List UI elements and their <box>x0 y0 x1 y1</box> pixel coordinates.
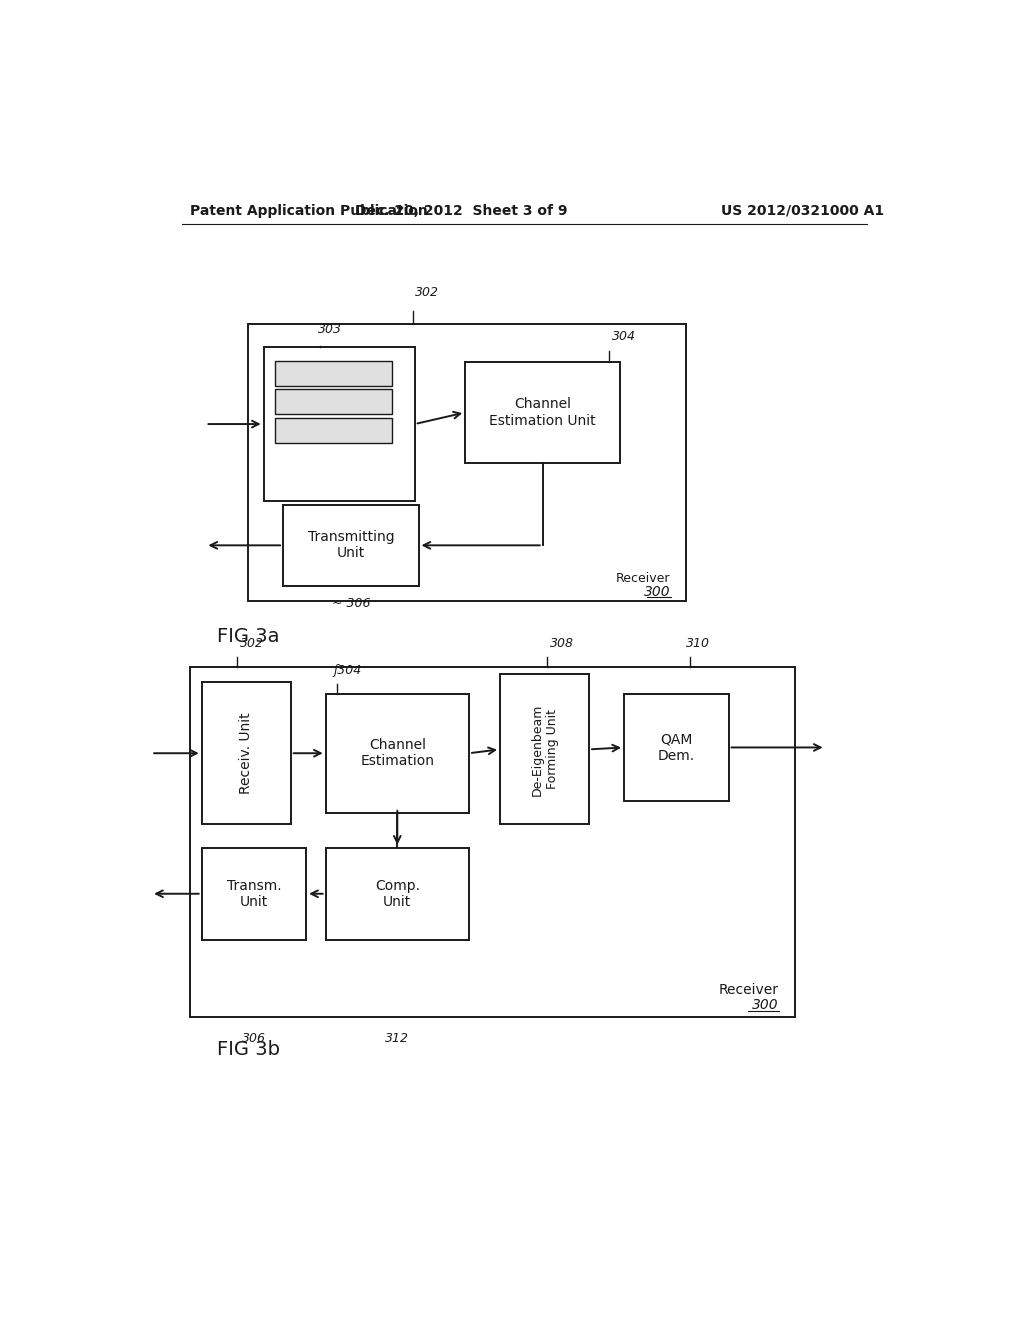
Text: Transm.
Unit: Transm. Unit <box>226 879 282 909</box>
FancyBboxPatch shape <box>283 506 419 586</box>
Text: QAM
Dem.: QAM Dem. <box>657 733 695 763</box>
Text: Dec. 20, 2012  Sheet 3 of 9: Dec. 20, 2012 Sheet 3 of 9 <box>355 203 567 218</box>
Text: Patent Application Publication: Patent Application Publication <box>190 203 428 218</box>
Text: 300: 300 <box>644 585 671 599</box>
Text: 303: 303 <box>317 322 342 335</box>
Text: 310: 310 <box>686 636 710 649</box>
Text: 312: 312 <box>385 1032 410 1045</box>
Text: Comp.
Unit: Comp. Unit <box>375 879 420 909</box>
Text: Receiv. Unit: Receiv. Unit <box>240 713 253 795</box>
FancyBboxPatch shape <box>624 693 729 801</box>
Text: 302: 302 <box>415 286 438 300</box>
Text: 308: 308 <box>550 636 574 649</box>
FancyBboxPatch shape <box>248 323 686 601</box>
FancyBboxPatch shape <box>263 347 415 502</box>
FancyBboxPatch shape <box>500 675 589 825</box>
Text: De-Eigenbeam
Forming Unit: De-Eigenbeam Forming Unit <box>530 704 558 796</box>
Text: Channel
Estimation Unit: Channel Estimation Unit <box>489 397 596 428</box>
Text: 300: 300 <box>753 998 779 1012</box>
Text: Receiver: Receiver <box>616 572 671 585</box>
FancyBboxPatch shape <box>275 418 391 442</box>
FancyBboxPatch shape <box>275 389 391 414</box>
Text: 304: 304 <box>612 330 636 343</box>
FancyBboxPatch shape <box>275 360 391 385</box>
Text: Transmitting
Unit: Transmitting Unit <box>307 531 394 561</box>
Text: FIG 3b: FIG 3b <box>217 1040 281 1059</box>
FancyBboxPatch shape <box>202 847 306 940</box>
Text: 302: 302 <box>241 636 264 649</box>
Text: FIG 3a: FIG 3a <box>217 627 280 645</box>
Text: Receiver: Receiver <box>719 983 779 997</box>
FancyBboxPatch shape <box>202 682 291 825</box>
Text: ~ 306: ~ 306 <box>332 598 370 610</box>
Text: 306: 306 <box>242 1032 266 1045</box>
FancyBboxPatch shape <box>326 847 469 940</box>
Text: ʃ304: ʃ304 <box>334 664 361 677</box>
FancyBboxPatch shape <box>190 667 795 1016</box>
Text: Channel
Estimation: Channel Estimation <box>360 738 434 768</box>
FancyBboxPatch shape <box>326 693 469 813</box>
FancyBboxPatch shape <box>465 363 621 462</box>
Text: US 2012/0321000 A1: US 2012/0321000 A1 <box>721 203 884 218</box>
